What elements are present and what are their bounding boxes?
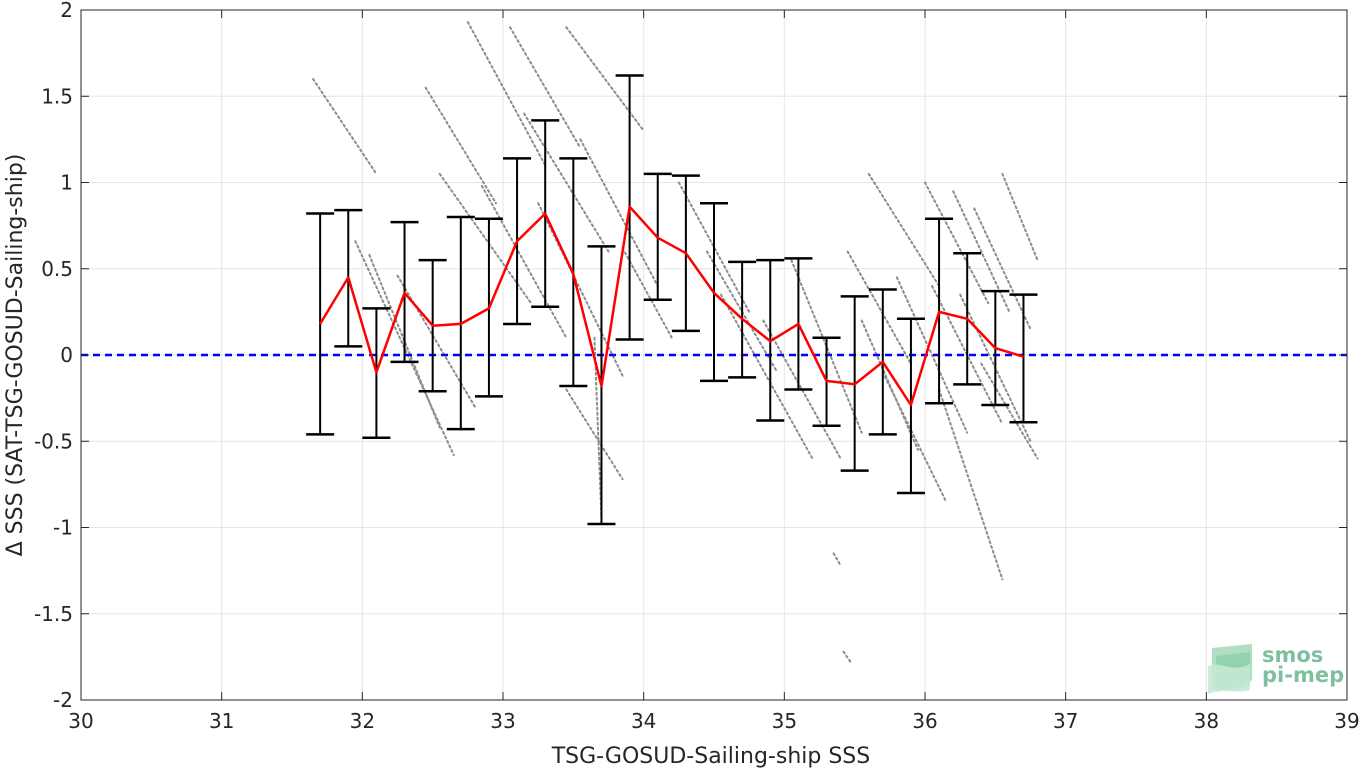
y-tick-label: -2 bbox=[53, 688, 73, 712]
y-tick-label: -0.5 bbox=[34, 429, 73, 453]
x-tick-label: 33 bbox=[490, 709, 515, 733]
axes bbox=[80, 9, 1348, 701]
x-tick-label: 34 bbox=[631, 709, 656, 733]
scatter-strip bbox=[593, 336, 603, 520]
scatter-strip bbox=[312, 78, 378, 175]
x-tick-label: 38 bbox=[1194, 709, 1219, 733]
logo-line2: pi-mep bbox=[1262, 663, 1344, 687]
x-tick-label: 39 bbox=[1334, 709, 1359, 733]
y-tick-label: -1.5 bbox=[34, 602, 73, 626]
scatter-strip bbox=[1001, 172, 1039, 262]
y-tick-label: 0.5 bbox=[41, 257, 73, 281]
scatter-strip bbox=[368, 253, 441, 429]
scatter-strip bbox=[846, 250, 912, 365]
y-tick-label: 2 bbox=[60, 0, 73, 22]
scatter-strip bbox=[466, 21, 547, 167]
scatter-strip bbox=[938, 388, 1004, 581]
logo-waves-icon bbox=[1208, 644, 1252, 694]
scatter-strip bbox=[832, 552, 842, 567]
scatter-strip bbox=[565, 388, 624, 481]
y-tick-label: 0 bbox=[60, 343, 73, 367]
scatter-strip bbox=[396, 274, 476, 408]
scatter-strip bbox=[677, 181, 751, 313]
scatter-strip bbox=[424, 86, 497, 205]
scatter-strip bbox=[790, 259, 863, 434]
scatter-strip bbox=[565, 26, 645, 132]
scatter-strip bbox=[438, 172, 533, 305]
scatter-strip bbox=[842, 650, 853, 665]
scatter-strip bbox=[881, 371, 948, 503]
x-tick-label: 30 bbox=[68, 709, 93, 733]
mean-line bbox=[319, 205, 1024, 407]
smos-pi-mep-logo: smos pi-mep bbox=[1208, 643, 1344, 694]
scatter-strip bbox=[480, 184, 568, 339]
scatter-strip bbox=[579, 138, 659, 287]
tick-labels: 30 31 32 33 34 35 36 37 38 39 -2 -1.5 -1 -0.5 0 0.5 1 1.5… bbox=[34, 0, 1360, 733]
y-tick-label: 1.5 bbox=[41, 84, 73, 108]
error-bars bbox=[306, 74, 1038, 526]
x-tick-label: 32 bbox=[350, 709, 375, 733]
scatter-strip bbox=[720, 293, 814, 460]
x-tick-label: 31 bbox=[209, 709, 234, 733]
y-tick-label: -1 bbox=[53, 516, 73, 540]
y-tick-label: 1 bbox=[60, 171, 73, 195]
scatter-strip bbox=[621, 247, 673, 339]
x-tick-label: 36 bbox=[912, 709, 937, 733]
scatter-strip bbox=[867, 172, 941, 287]
scatter-strip bbox=[895, 276, 969, 434]
scatter-strip bbox=[509, 26, 582, 149]
scatter-strip bbox=[523, 112, 610, 253]
x-tick-label: 35 bbox=[772, 709, 797, 733]
mean-polyline bbox=[319, 205, 1024, 407]
y-axis-label: Δ SSS (SAT-TSG-GOSUD-Sailing-ship) bbox=[3, 154, 28, 557]
logo-line1: smos bbox=[1262, 643, 1323, 667]
scatter-strip bbox=[980, 362, 1039, 460]
scatter-strip bbox=[924, 181, 990, 305]
axes-box bbox=[80, 9, 1348, 701]
x-axis-label: TSG-GOSUD-Sailing-ship SSS bbox=[551, 744, 871, 769]
scatter-strip bbox=[973, 207, 1032, 331]
x-tick-label: 37 bbox=[1053, 709, 1078, 733]
